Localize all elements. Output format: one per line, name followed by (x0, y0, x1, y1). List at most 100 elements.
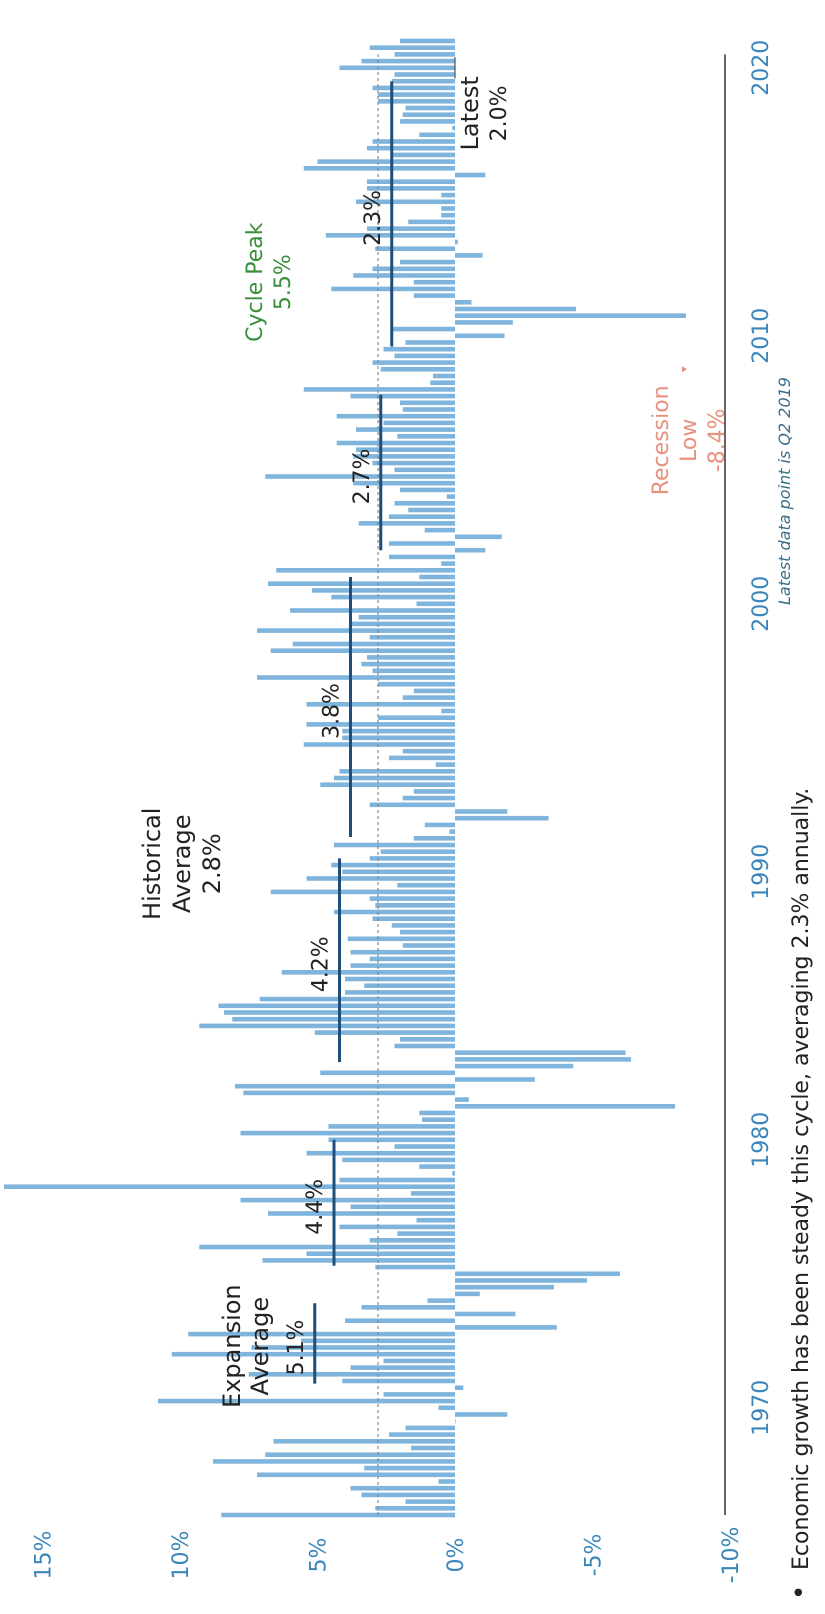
bar (397, 434, 456, 439)
bar (438, 1479, 455, 1484)
bar (369, 896, 456, 901)
bar (199, 1244, 456, 1250)
bar (375, 1506, 456, 1511)
bar (455, 809, 508, 814)
bar (372, 460, 455, 466)
bar (306, 1251, 455, 1256)
bar (397, 1231, 456, 1236)
bar (339, 1177, 455, 1183)
bar (397, 882, 456, 888)
bar (413, 836, 456, 841)
bar (433, 373, 455, 379)
bar (422, 1117, 455, 1122)
bar (199, 1023, 456, 1029)
historical-average-label: Historical (138, 808, 166, 920)
bar (455, 1325, 557, 1330)
bar (336, 413, 456, 419)
bar (240, 1130, 455, 1136)
bar (336, 440, 456, 446)
bar (389, 755, 455, 761)
bar (317, 159, 455, 164)
bar (369, 1238, 456, 1243)
time-tick-label: 1970 (749, 1380, 774, 1436)
bar (367, 145, 455, 151)
bar (375, 1264, 456, 1270)
bar (405, 105, 455, 111)
bar (424, 527, 456, 533)
bar (455, 172, 486, 178)
bar (265, 1452, 456, 1457)
bar (320, 782, 456, 787)
bar (345, 976, 455, 982)
cycle-peak-value: 5.5% (271, 254, 296, 310)
bar (402, 795, 456, 801)
bar (331, 862, 456, 868)
bar (455, 1385, 464, 1390)
bar (367, 655, 455, 660)
bar (361, 58, 455, 64)
bar (356, 447, 455, 452)
bar (391, 326, 456, 332)
bar (400, 487, 455, 493)
bar (347, 936, 456, 942)
caption-text: Economic growth has been steady this cyc… (789, 788, 814, 1570)
latest-value: 2.0% (487, 85, 512, 141)
bar (455, 333, 505, 339)
bar (424, 822, 456, 828)
bar (350, 963, 455, 968)
bar (413, 688, 456, 694)
bar (455, 1412, 508, 1417)
bar (218, 1003, 455, 1009)
bars-group (4, 38, 686, 1518)
bar (394, 52, 455, 57)
bar (372, 266, 455, 272)
bar (356, 199, 455, 205)
value-tick-label: 10% (169, 1531, 194, 1580)
bar (455, 1284, 554, 1290)
bar (4, 1184, 455, 1189)
bar (430, 380, 456, 385)
bar (455, 1278, 587, 1283)
bar (419, 1164, 456, 1169)
bar (455, 1097, 469, 1102)
bar (235, 1083, 455, 1089)
bar (268, 581, 455, 586)
bar (391, 152, 456, 158)
cycle-peak-label: Cycle Peak (243, 222, 268, 342)
bar (394, 353, 455, 359)
bar (441, 212, 456, 218)
bar (339, 1224, 455, 1230)
bar (394, 501, 455, 506)
bar (257, 675, 455, 680)
bar (213, 1459, 455, 1464)
time-tick-label: 1990 (749, 844, 774, 900)
bar (353, 480, 456, 486)
bar (292, 641, 456, 647)
time-tick-label: 2020 (749, 40, 774, 96)
bar (257, 1472, 455, 1478)
bar (339, 65, 455, 71)
bar (361, 1305, 455, 1310)
bar (367, 186, 455, 191)
bar (270, 889, 456, 895)
bar (328, 1124, 455, 1129)
bar (380, 367, 456, 372)
bar (369, 956, 456, 962)
bar (455, 320, 513, 325)
bar (342, 1378, 456, 1384)
bar (320, 1070, 456, 1076)
bar (372, 916, 455, 921)
time-tick-label: 1980 (749, 1112, 774, 1168)
bar (446, 494, 456, 499)
bar (257, 628, 455, 633)
bar (276, 568, 456, 573)
bar (378, 715, 455, 720)
expansion-average-label: 5.1% (284, 1320, 309, 1376)
bar (306, 876, 455, 881)
bar (411, 1445, 455, 1451)
plot-area: 1970 1980 1990 2000 2010 2020 15% 10% 5% 0% -5% -10… (4, 38, 774, 1583)
bar (350, 1485, 455, 1491)
bar (314, 1030, 456, 1035)
value-tick-label: 15% (32, 1531, 57, 1580)
bar (243, 1090, 456, 1096)
